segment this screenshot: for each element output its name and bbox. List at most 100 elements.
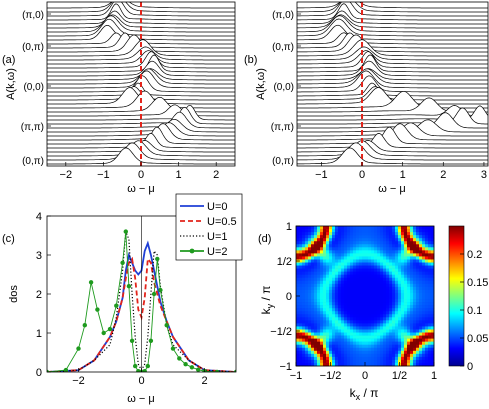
heatmap-cell xyxy=(314,286,318,291)
heatmap-cell xyxy=(380,344,384,349)
heatmap-cell xyxy=(383,350,387,355)
heatmap-cell xyxy=(320,326,324,330)
heatmap-cell xyxy=(299,253,303,257)
heatmap-cell xyxy=(374,226,378,230)
heatmap-cell xyxy=(398,320,402,324)
heatmap-cell xyxy=(302,268,306,272)
heatmap-cell xyxy=(410,292,414,297)
heatmap-cell xyxy=(341,244,345,248)
heatmap-cell xyxy=(356,296,360,300)
heatmap-cell xyxy=(356,341,360,345)
heatmap-cell xyxy=(317,299,321,303)
heatmap-cell xyxy=(347,305,351,309)
heatmap-cell xyxy=(314,344,318,349)
heatmap-cell xyxy=(377,341,381,345)
heatmap-cell xyxy=(341,268,345,272)
heatmap-cell xyxy=(383,356,387,361)
heatmap-cell xyxy=(308,241,312,245)
heatmap-cell xyxy=(377,265,381,269)
colorbar-tick-label: 0.05 xyxy=(467,333,488,345)
heatmap-cell xyxy=(338,296,342,300)
heatmap-cell xyxy=(389,289,393,294)
trace-fill xyxy=(297,34,488,53)
heatmap-cell xyxy=(365,262,369,266)
trace-fill xyxy=(297,127,488,145)
legend-marker xyxy=(189,248,195,254)
heatmap-cell xyxy=(365,265,369,269)
heatmap-cell xyxy=(356,250,360,254)
heatmap-cell xyxy=(392,344,396,349)
legend-entry: U=1 xyxy=(207,231,228,243)
heatmap-cell xyxy=(317,253,321,257)
heatmap-cell xyxy=(422,283,426,288)
heatmap-cell xyxy=(341,265,345,269)
heatmap-cell xyxy=(422,299,426,303)
heatmap-cell xyxy=(329,344,333,349)
heatmap-cell xyxy=(317,292,321,297)
heatmap-cell xyxy=(407,299,411,303)
heatmap-cell xyxy=(338,292,342,297)
heatmap-cell xyxy=(326,323,330,327)
heatmap-cell xyxy=(317,359,321,364)
heatmap-cell xyxy=(416,323,420,327)
heatmap-cell xyxy=(329,347,333,352)
spectral-trace xyxy=(297,32,488,45)
heatmap-cell xyxy=(425,247,429,251)
heatmap-cell xyxy=(386,253,390,257)
heatmap-cell xyxy=(362,265,366,269)
heatmap-cell xyxy=(305,280,309,285)
heatmap-cell xyxy=(404,235,408,239)
heatmap-cell xyxy=(326,232,330,236)
heatmap-cell xyxy=(371,274,375,279)
heatmap-cell xyxy=(386,353,390,358)
heatmap-cell xyxy=(416,335,420,339)
heatmap-cell xyxy=(368,317,372,321)
y-tick-label: (π,0) xyxy=(22,10,44,21)
heatmap-cell xyxy=(410,268,414,272)
heatmap-cell xyxy=(425,241,429,245)
heatmap-cell xyxy=(389,280,393,285)
heatmap-cell xyxy=(395,289,399,294)
heatmap-cell xyxy=(350,229,354,233)
heatmap-cell xyxy=(359,262,363,266)
heatmap-cell xyxy=(383,277,387,282)
heatmap-cell xyxy=(368,329,372,333)
heatmap-cell xyxy=(362,289,366,294)
heatmap-cell xyxy=(365,317,369,321)
heatmap-cell xyxy=(419,271,423,275)
heatmap-cell xyxy=(389,238,393,242)
trace-fill xyxy=(297,119,488,133)
heatmap-cell xyxy=(428,335,432,339)
heatmap-cell xyxy=(377,308,381,312)
heatmap-cell xyxy=(335,256,339,260)
heatmap-cell xyxy=(326,329,330,333)
heatmap-cell xyxy=(410,299,414,303)
heatmap-cell xyxy=(413,247,417,251)
heatmap-cell xyxy=(299,289,303,294)
heatmap-cell xyxy=(338,356,342,361)
heatmap-cell xyxy=(299,244,303,248)
heatmap-cell xyxy=(392,283,396,288)
heatmap-cell xyxy=(332,265,336,269)
heatmap-cell xyxy=(386,289,390,294)
heatmap-cell xyxy=(344,326,348,330)
heatmap-cell xyxy=(320,341,324,345)
heatmap-cell xyxy=(383,232,387,236)
heatmap-cell xyxy=(419,229,423,233)
heatmap-cell xyxy=(368,256,372,260)
heatmap-cell xyxy=(389,323,393,327)
heatmap-cell xyxy=(425,335,429,339)
heatmap-cell xyxy=(386,302,390,306)
heatmap-cell xyxy=(314,241,318,245)
heatmap-cell xyxy=(413,323,417,327)
heatmap-cell xyxy=(311,338,315,342)
heatmap-cell xyxy=(365,305,369,309)
heatmap-cell xyxy=(404,350,408,355)
heatmap-cell xyxy=(353,244,357,248)
heatmap-cell xyxy=(311,344,315,349)
heatmap-cell xyxy=(335,311,339,315)
heatmap-cell xyxy=(299,347,303,352)
y-tick-label: (0,π) xyxy=(22,156,44,167)
heatmap-cell xyxy=(404,338,408,342)
heatmap-cell xyxy=(431,329,435,333)
